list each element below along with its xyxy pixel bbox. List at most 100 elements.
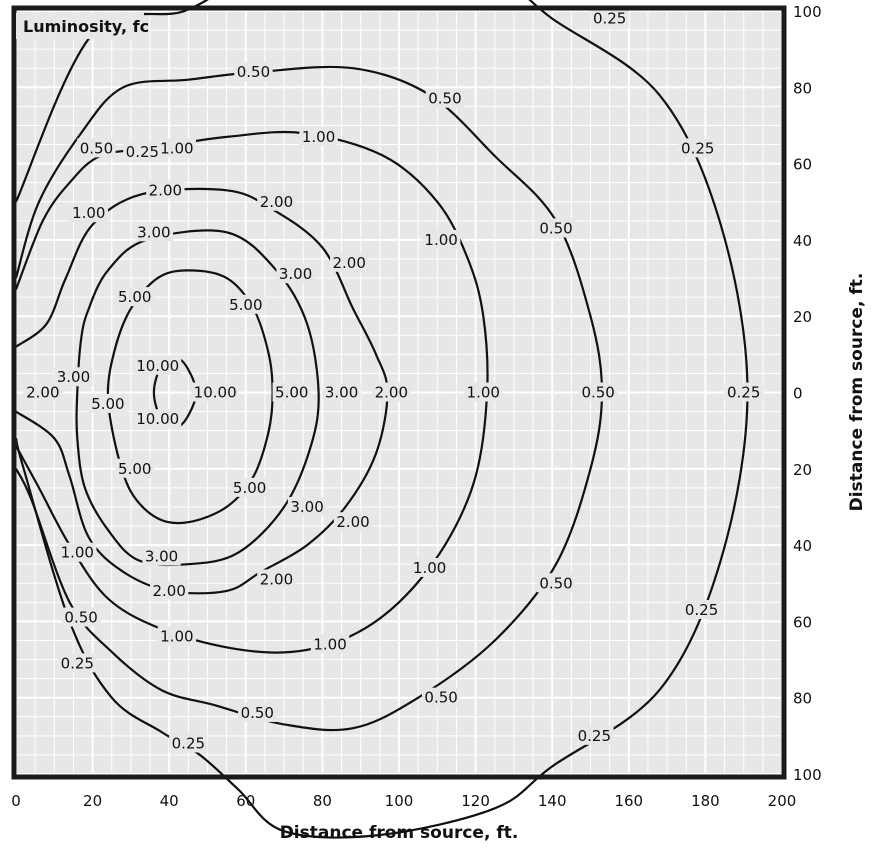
contour-line-0.25 — [14, 0, 749, 839]
contour-label: 0.50 — [539, 219, 572, 237]
contour-label: 1.00 — [302, 128, 335, 146]
contour-label-background — [123, 142, 162, 162]
contour-label: 3.00 — [145, 548, 178, 566]
y-tick-label: 60 — [793, 613, 812, 631]
contour-label: 0.25 — [681, 139, 714, 157]
contour-label-background — [58, 542, 97, 562]
contour-label: 5.00 — [118, 460, 151, 478]
contour-label: 5.00 — [275, 384, 308, 402]
x-tick-label: 40 — [160, 792, 179, 810]
contour-label: 0.50 — [539, 574, 572, 592]
contour-label-background — [234, 62, 273, 82]
contour-label-background — [724, 382, 763, 402]
contour-label-background — [678, 138, 717, 158]
contour-label: 0.50 — [424, 689, 457, 707]
contour-label: 5.00 — [233, 479, 266, 497]
x-tick-label: 100 — [385, 792, 414, 810]
contour-label: 5.00 — [229, 296, 262, 314]
contour-label: 3.00 — [57, 368, 90, 386]
x-axis-title: Distance from source, ft. — [280, 823, 519, 843]
contour-line-2.00 — [15, 187, 389, 595]
contour-label-background — [421, 229, 461, 249]
contour-label: 2.00 — [260, 570, 293, 588]
y-tick-label: 60 — [793, 156, 812, 174]
contour-label-background — [226, 294, 265, 314]
contour-label-background — [333, 512, 373, 532]
contour-label-background — [575, 725, 614, 745]
x-tick-label: 120 — [461, 792, 490, 810]
y-tick-label: 80 — [793, 690, 812, 708]
contour-label-background — [157, 626, 197, 646]
contour-label-background — [330, 252, 369, 272]
contour-label-background — [536, 218, 576, 238]
x-tick-label: 20 — [83, 792, 102, 810]
contour-label-background — [69, 203, 108, 223]
contour-label-background — [115, 287, 154, 307]
contour-label-background — [169, 733, 208, 753]
contour-label: 0.25 — [61, 654, 94, 672]
contour-label-background — [257, 191, 296, 211]
contour-label: 2.00 — [336, 513, 369, 531]
contour-label-background — [88, 393, 128, 413]
plot-frame — [11, 5, 787, 780]
contour-label: 10.00 — [136, 357, 179, 375]
contour-label: 0.25 — [727, 384, 760, 402]
contour-label-background — [134, 409, 182, 429]
contour-label: 0.50 — [428, 90, 461, 108]
contour-label: 0.25 — [172, 734, 205, 752]
contour-label: 3.00 — [279, 265, 312, 283]
x-tick-label: 0 — [11, 792, 21, 810]
contour-line-0.50 — [14, 65, 604, 732]
contour-label-background — [287, 496, 327, 516]
contour-label: 5.00 — [91, 395, 124, 413]
contour-label-background — [536, 573, 576, 593]
contour-labels: 0.25 0.25 0.25 0.25 0.25 0.25 0.25 0.25 0.50 0.50… — [23, 8, 763, 753]
contour-label: 3.00 — [325, 384, 358, 402]
contour-label-background — [54, 367, 93, 387]
contour-label: 1.00 — [160, 628, 193, 646]
contour-label: 0.50 — [237, 63, 270, 81]
x-tick-label: 160 — [614, 792, 643, 810]
y-tick-label: 100 — [793, 3, 822, 21]
contour-label-background — [61, 607, 101, 627]
contour-label-background — [157, 138, 197, 158]
contour-label: 1.00 — [61, 544, 94, 562]
contour-label: 1.00 — [424, 231, 457, 249]
contour-label: 0.25 — [578, 727, 611, 745]
y-tick-label: 20 — [793, 461, 812, 479]
contour-label-background — [464, 382, 503, 402]
contour-label-background — [590, 8, 629, 28]
contour-label: 1.00 — [313, 635, 346, 653]
y-tick-label: 0 — [793, 385, 803, 403]
contour-label: 2.00 — [149, 181, 182, 199]
chart-title: Luminosity, fc — [23, 17, 149, 36]
contour-label-background — [230, 477, 269, 497]
contour-line-3.00 — [75, 229, 320, 567]
contour-label: 0.50 — [581, 384, 614, 402]
contour-label-background — [77, 138, 116, 158]
x-tick-label: 200 — [768, 792, 797, 810]
contour-label-background — [257, 569, 296, 589]
contour-label-background — [682, 599, 721, 619]
contour-label-background — [310, 634, 350, 654]
contour-label-background — [115, 458, 154, 478]
contour-label: 2.00 — [333, 254, 366, 272]
contour-label-background — [142, 546, 181, 566]
y-tick-label: 40 — [793, 537, 812, 555]
contour-label: 0.25 — [593, 10, 626, 28]
y-axis-title: Distance from source, ft. — [847, 273, 867, 512]
contour-label-background — [372, 382, 411, 402]
contour-label: 1.00 — [413, 559, 446, 577]
contour-label-background — [276, 264, 315, 284]
contour-label: 0.50 — [241, 704, 274, 722]
contour-label-background — [272, 382, 311, 402]
contour-label: 3.00 — [290, 498, 323, 516]
contour-label-background — [322, 382, 361, 402]
y-tick-label: 40 — [793, 232, 812, 250]
contour-label-background — [421, 687, 461, 707]
x-tick-label: 140 — [538, 792, 567, 810]
contour-label: 10.00 — [194, 384, 237, 402]
contour-label: 2.00 — [152, 582, 185, 600]
y-tick-label: 80 — [793, 79, 812, 97]
